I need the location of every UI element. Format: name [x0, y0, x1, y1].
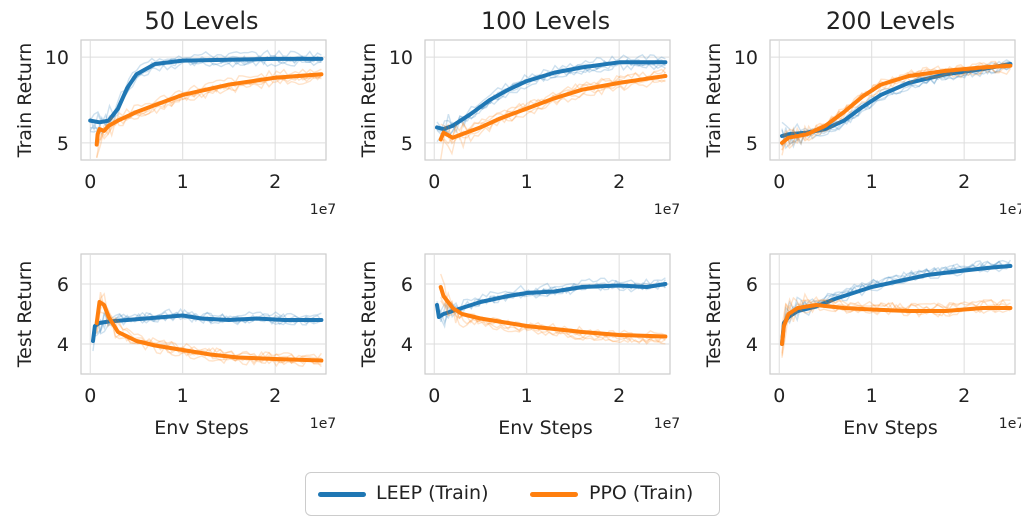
legend-label-leep: LEEP (Train) [376, 482, 489, 504]
x-tick-label: 1 [521, 171, 533, 193]
seed-trace-leep [781, 259, 1011, 345]
x-tick-label: 0 [773, 171, 785, 193]
y-tick-label: 5 [401, 133, 413, 155]
x-axis-label: Env Steps [498, 417, 593, 439]
seed-trace-ppo [96, 68, 322, 140]
seed-trace-ppo [781, 296, 1011, 356]
seed-trace-ppo [96, 76, 322, 159]
seed-trace-leep [92, 307, 322, 339]
x-tick-label: 2 [269, 171, 281, 193]
legend-swatch-leep [318, 492, 366, 497]
x-offset-label: 1e7 [654, 416, 680, 432]
y-tick-label: 4 [401, 334, 413, 356]
x-offset-label: 1e7 [654, 202, 680, 218]
seed-trace-leep [781, 65, 1011, 146]
seed-trace-ppo [440, 296, 666, 345]
legend: LEEP (Train) PPO (Train) [305, 472, 720, 516]
seed-trace-ppo [440, 68, 666, 145]
panel-title: 200 Levels [826, 7, 955, 35]
series-line-leep [435, 282, 668, 319]
x-tick-label: 0 [84, 385, 96, 407]
x-tick-label: 0 [773, 385, 785, 407]
seed-trace-leep [436, 277, 666, 320]
y-axis-label: Train Return [703, 43, 725, 159]
legend-swatch-ppo [530, 492, 578, 497]
legend-label-ppo: PPO (Train) [589, 482, 694, 504]
plot-area-5 [769, 253, 1016, 375]
x-axis-label: Env Steps [154, 417, 249, 439]
seed-trace-leep [89, 49, 322, 122]
x-tick-label: 2 [958, 171, 970, 193]
x-offset-label: 1e7 [999, 202, 1021, 218]
x-tick-label: 1 [866, 171, 878, 193]
seed-trace-leep [90, 58, 322, 133]
x-tick-label: 2 [958, 385, 970, 407]
series-line-ppo [438, 285, 668, 339]
seed-trace-ppo [440, 288, 666, 345]
x-tick-label: 1 [866, 385, 878, 407]
y-tick-label: 6 [57, 274, 69, 296]
x-offset-label: 1e7 [310, 416, 336, 432]
series-line-leep [88, 56, 324, 125]
seed-trace-leep [436, 62, 666, 139]
series-line-ppo [94, 300, 324, 363]
y-tick-label: 6 [746, 274, 758, 296]
series-line-leep [780, 62, 1013, 138]
series-line-ppo [780, 303, 1013, 346]
y-tick-label: 4 [746, 334, 758, 356]
x-tick-label: 1 [521, 385, 533, 407]
series-line-ppo [438, 74, 668, 142]
y-tick-label: 6 [401, 274, 413, 296]
seed-trace-ppo [96, 292, 322, 360]
x-tick-label: 0 [428, 171, 440, 193]
x-tick-label: 2 [613, 171, 625, 193]
y-tick-label: 10 [734, 47, 758, 69]
x-tick-label: 2 [269, 385, 281, 407]
y-tick-label: 10 [389, 47, 413, 69]
seed-trace-ppo [781, 67, 1011, 147]
seed-trace-leep [781, 65, 1011, 149]
x-tick-label: 0 [84, 171, 96, 193]
plot-area-2 [769, 39, 1016, 161]
y-tick-label: 5 [57, 133, 69, 155]
x-offset-label: 1e7 [999, 416, 1021, 432]
y-axis-label: Test Return [14, 261, 36, 369]
panel-title: 50 Levels [144, 7, 258, 35]
y-tick-label: 10 [45, 47, 69, 69]
x-axis-label: Env Steps [843, 417, 938, 439]
y-axis-label: Test Return [358, 261, 380, 369]
y-tick-label: 4 [57, 334, 69, 356]
series-line-ppo [780, 63, 1013, 145]
series-line-leep [91, 313, 324, 343]
x-tick-label: 2 [613, 385, 625, 407]
panel-title: 100 Levels [481, 7, 610, 35]
seed-trace-ppo [781, 292, 1011, 346]
y-axis-label: Train Return [358, 43, 380, 159]
x-tick-label: 1 [177, 385, 189, 407]
x-tick-label: 0 [428, 385, 440, 407]
x-tick-label: 1 [177, 171, 189, 193]
seed-trace-ppo [96, 298, 322, 368]
y-axis-label: Train Return [14, 43, 36, 159]
x-offset-label: 1e7 [310, 202, 336, 218]
y-tick-label: 5 [746, 133, 758, 155]
seed-trace-ppo [440, 67, 666, 143]
y-axis-label: Test Return [703, 261, 725, 369]
series-line-leep [435, 60, 668, 132]
series-line-ppo [94, 72, 324, 147]
